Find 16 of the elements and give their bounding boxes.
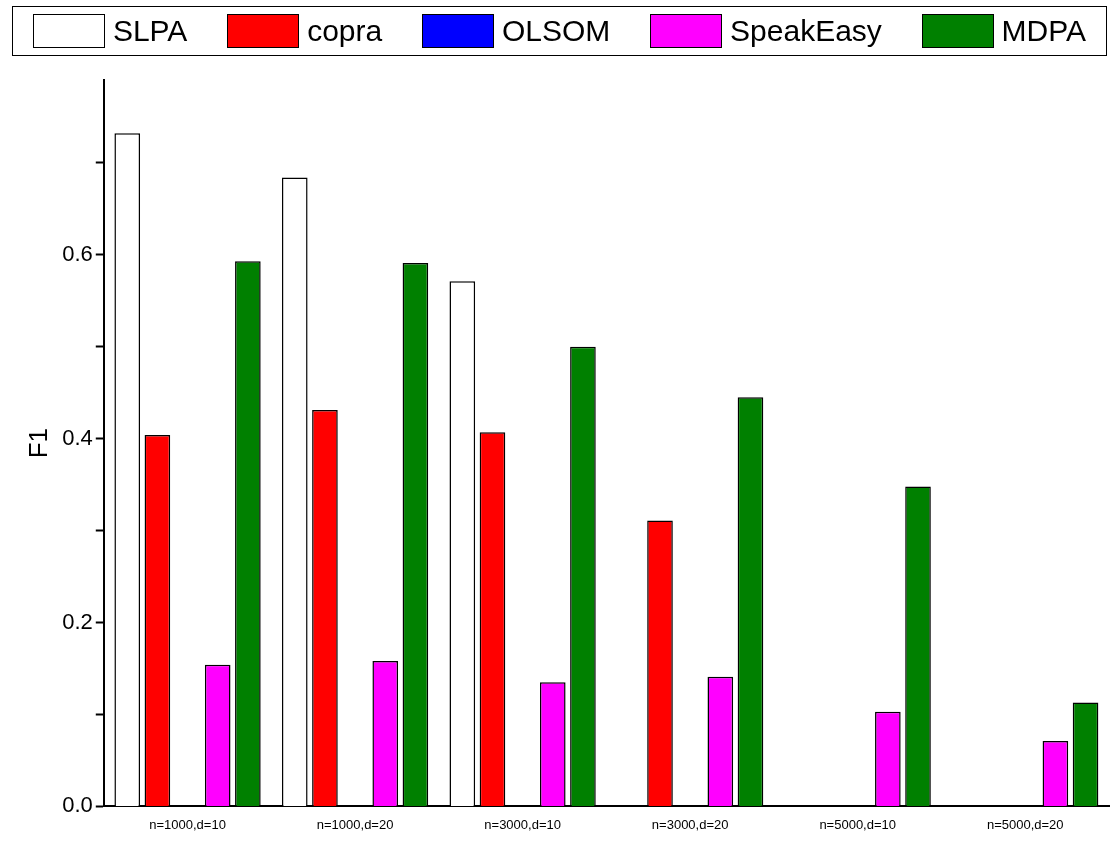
- x-tick-label: n=5000,d=20: [986, 816, 1064, 832]
- x-tick-label: n=1000,d=20: [316, 816, 394, 832]
- x-tick-label: n=1000,d=10: [149, 816, 226, 832]
- x-tick-label: n=5000,d=10: [819, 816, 897, 832]
- legend-label: SpeakEasy: [730, 14, 882, 48]
- legend-label: OLSOM: [501, 14, 611, 48]
- text: SLPA: [112, 14, 188, 48]
- x-tick-label: n=3000,d=20: [651, 816, 729, 832]
- y-tick-label: 0.6: [62, 240, 93, 266]
- y-tick-label: 0.0: [62, 792, 93, 818]
- y-tick-label: 0.4: [62, 424, 93, 450]
- y-axis-title: F1: [22, 428, 53, 459]
- y-tick-label: 0.2: [62, 608, 93, 634]
- legend-label: copra: [307, 14, 383, 48]
- legend-label: MDPA: [1001, 14, 1087, 48]
- x-tick-label: n=3000,d=10: [484, 816, 561, 832]
